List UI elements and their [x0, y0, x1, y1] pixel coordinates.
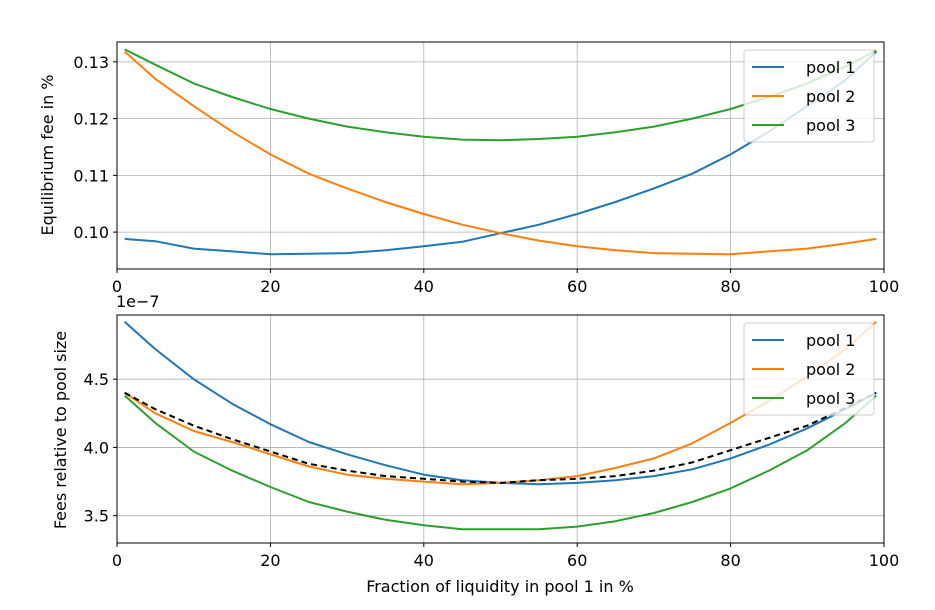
legend-box	[743, 322, 875, 416]
legend-label: pool 3	[806, 116, 855, 135]
x-tick-label: 40	[414, 277, 434, 296]
x-tick-label: 80	[720, 277, 740, 296]
x-tick-label: 100	[869, 277, 900, 296]
x-tick-label: 20	[260, 551, 280, 570]
x-tick-label: 20	[260, 277, 280, 296]
x-ticks: 0 20 40 60 80 100	[112, 269, 899, 296]
plot-frame	[116, 41, 885, 270]
x-tick-label: 60	[567, 277, 587, 296]
x-tick-label: 40	[414, 551, 434, 570]
y-tick-label: 0.11	[73, 166, 109, 185]
x-tick-label: 100	[869, 551, 900, 570]
y-tick-label: 0.13	[73, 53, 109, 72]
x-axis-label: Fraction of liquidity in pool 1 in %	[366, 577, 634, 596]
legend-label: pool 3	[806, 389, 855, 408]
legend-label: pool 1	[806, 331, 855, 350]
fees-relative-chart: 0 20 40 60 80 100 3.5 4.0 4.5 1e−7 Fees relativ…	[51, 292, 899, 596]
x-tick-label: 0	[112, 277, 122, 296]
x-tick-label: 60	[567, 551, 587, 570]
y-ticks: 3.5 4.0 4.5	[84, 370, 117, 526]
y-tick-label: 0.12	[73, 110, 109, 129]
series-line-pool-3	[124, 394, 877, 531]
y-scale-label: 1e−7	[116, 292, 160, 311]
y-axis-label: Equilibrium fee in %	[38, 74, 57, 235]
y-tick-label: 0.10	[73, 223, 109, 242]
legend-box	[743, 49, 875, 143]
x-tick-label: 0	[112, 551, 122, 570]
x-tick-label: 80	[720, 551, 740, 570]
series-lines	[124, 321, 877, 531]
y-axis-label: Fees relative to pool size	[51, 331, 70, 529]
y-tick-label: 3.5	[84, 507, 109, 526]
plot-frame	[116, 314, 885, 544]
legend-label: pool 2	[806, 87, 855, 106]
y-ticks: 0.10 0.11 0.12 0.13	[73, 53, 117, 242]
legend: pool 1 pool 2 pool 3	[743, 322, 875, 416]
series-line-mean	[124, 391, 877, 484]
y-tick-label: 4.5	[84, 370, 109, 389]
equilibrium-fee-chart: 0 20 40 60 80 100 0.10 0.11 0.12 0.13 Equilibriu…	[38, 41, 899, 296]
x-ticks: 0 20 40 60 80 100	[112, 543, 899, 570]
legend: pool 1 pool 2 pool 3	[743, 49, 875, 143]
legend-label: pool 1	[806, 58, 855, 77]
y-tick-label: 4.0	[84, 438, 109, 457]
legend-label: pool 2	[806, 360, 855, 379]
series-line-pool-2	[124, 50, 877, 256]
